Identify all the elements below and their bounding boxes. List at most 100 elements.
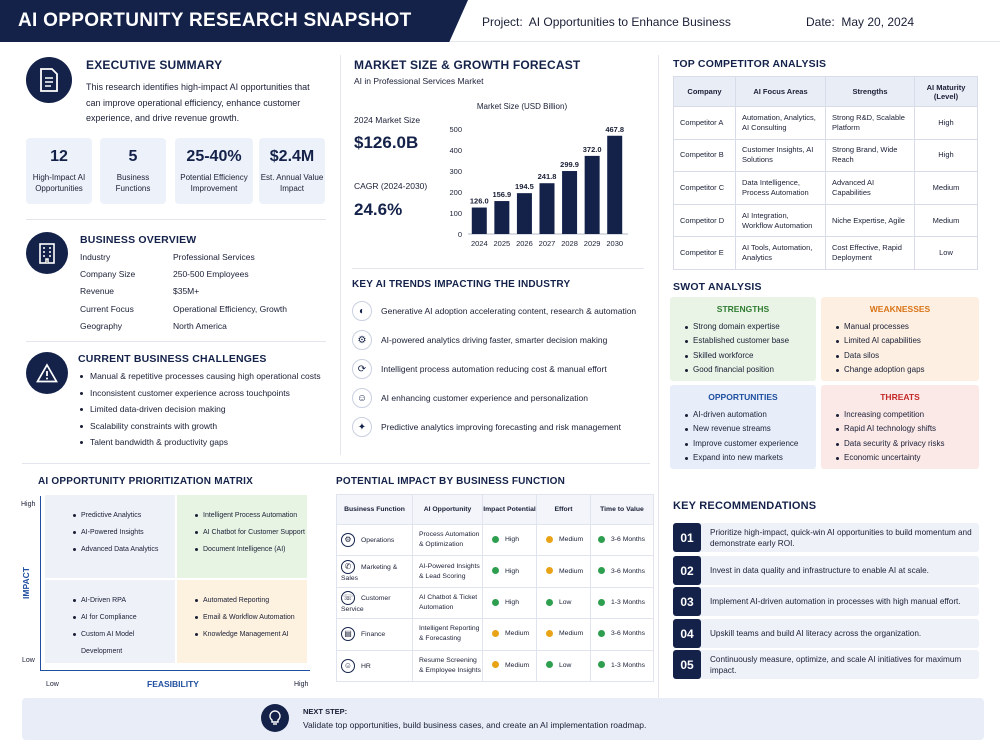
column-header: Strengths (825, 76, 915, 107)
table-row: Competitor B Customer Insights, AI Soluti… (673, 138, 978, 173)
overview-row: Industry Professional Services (80, 252, 330, 269)
automation-icon: ⟳ (352, 359, 372, 379)
function-name: HR (361, 662, 371, 670)
effort-level: Medium (559, 630, 584, 638)
swot-item: New revenue streams (685, 422, 816, 436)
matrix-x-low: Low (46, 681, 59, 688)
impact-title: POTENTIAL IMPACT BY BUSINESS FUNCTION (336, 476, 566, 487)
overview-row: Revenue $35M+ (80, 286, 330, 303)
time-to-value: 3-6 Months (611, 630, 646, 638)
impact-level: Medium (505, 630, 530, 638)
rec-text: Continuously measure, optimize, and scal… (710, 654, 962, 675)
kpi-card: 12 High-Impact AI Opportunities (26, 138, 92, 204)
x-tick-label: 2029 (584, 239, 601, 248)
divider (26, 341, 326, 342)
market-bar-chart: Market Size (USD Billion) 0 100 200 300 400 5… (449, 102, 628, 248)
status-dot (492, 598, 499, 606)
column-divider (340, 55, 341, 455)
document-icon (26, 57, 72, 103)
kpi-label: High-Impact AI Opportunities (32, 173, 86, 193)
kpi-label: Potential Efficiency Improvement (180, 173, 248, 193)
table-cell: Competitor A (673, 106, 736, 140)
recommendation-item: 03 Implement AI-driven automation in proc… (673, 587, 979, 616)
kpi-value: $2.4M (269, 148, 315, 165)
matrix-item: AI-Driven RPA (73, 592, 175, 609)
challenges-list: Manual & repetitive processes causing hi… (80, 368, 321, 451)
trend-text: AI-powered analytics driving faster, sma… (381, 335, 608, 345)
divider (352, 268, 644, 269)
status-dot (598, 535, 605, 543)
date-info: Date: May 20, 2024 (806, 15, 914, 29)
swot-item: Limited AI capabilities (836, 334, 979, 348)
x-tick-label: 2027 (539, 239, 556, 248)
table-row: ✆ Marketing & Sales AI-Powered Insights & … (336, 555, 654, 588)
trend-item: ◐ Generative AI adoption accelerating con… (352, 300, 642, 322)
overview-row: Geography North America (80, 321, 330, 338)
swot-weaknesses: WEAKNESSES Manual processes Limited AI ca… (821, 297, 979, 381)
table-cell: Niche Expertise, Agile (825, 203, 915, 238)
ai-opportunity: Process Automation & Optimization (419, 531, 480, 549)
time-to-value: 1-3 Months (611, 661, 646, 669)
table-cell: Competitor C (673, 171, 736, 205)
rec-number: 01 (673, 523, 701, 552)
data-label: 241.8 (538, 172, 557, 181)
data-label: 467.8 (605, 125, 624, 134)
status-dot (492, 630, 499, 638)
y-tick-label: 500 (449, 125, 462, 134)
overview-value: North America (173, 320, 227, 331)
chart-title: Market Size (USD Billion) (477, 102, 568, 111)
x-tick-label: 2024 (471, 239, 488, 248)
status-dot (546, 630, 553, 638)
gear-icon: ⚙ (341, 533, 355, 548)
swot-item: Increasing competition (836, 408, 979, 422)
y-tick-label: 400 (449, 146, 462, 155)
matrix-y-low: Low (22, 657, 35, 664)
swot-threats: THREATS Increasing competition Rapid AI t… (821, 385, 979, 469)
market-subtitle: AI in Professional Services Market (354, 76, 484, 86)
competitor-title: TOP COMPETITOR ANALYSIS (673, 58, 827, 70)
effort-level: Medium (559, 536, 584, 544)
bar (471, 207, 487, 234)
ai-opportunity: AI-Powered Insights & Lead Scoring (419, 562, 480, 580)
recommendation-item: 05 Continuously measure, optimize, and sc… (673, 650, 979, 679)
rec-number: 04 (673, 619, 701, 648)
rec-text: Implement AI-driven automation in proces… (710, 597, 961, 606)
date-value: May 20, 2024 (841, 15, 915, 29)
divider (26, 219, 326, 220)
swot-heading: WEAKNESSES (869, 304, 931, 314)
table-row: ⚙ Operations Process Automation & Optimiza… (336, 523, 654, 557)
matrix-title: AI OPPORTUNITY PRIORITIZATION MATRIX (38, 476, 253, 487)
trend-text: Generative AI adoption accelerating cont… (381, 306, 637, 316)
column-header: AI Opportunity (412, 494, 483, 525)
swot-heading: OPPORTUNITIES (708, 392, 778, 402)
kpi-card: 5 Business Functions (100, 138, 166, 204)
time-to-value: 1-3 Months (611, 598, 646, 606)
kpi-label: Business Functions (115, 173, 151, 193)
table-cell: Medium (914, 171, 978, 205)
column-header: Business Function (336, 494, 413, 525)
x-tick-label: 2026 (516, 239, 533, 248)
matrix-item: Intelligent Process Automation (195, 507, 307, 524)
status-dot (598, 598, 605, 606)
status-dot (546, 661, 553, 669)
overview-title: BUSINESS OVERVIEW (80, 234, 197, 246)
matrix-x-high: High (294, 681, 309, 688)
header-bar: AI OPPORTUNITY RESEARCH SNAPSHOT Project… (0, 0, 1000, 42)
divider (22, 463, 650, 464)
challenge-item: Inconsistent customer experience across … (80, 385, 321, 402)
overview-key: Current Focus (80, 303, 134, 314)
matrix-y-high: High (21, 501, 36, 508)
date-label: Date: (806, 15, 835, 29)
status-dot (492, 661, 499, 669)
y-tick-label: 0 (458, 230, 462, 239)
swot-item: AI-driven automation (685, 408, 816, 422)
table-cell: Low (914, 236, 978, 270)
overview-key: Company Size (80, 269, 136, 280)
data-label: 156.9 (492, 190, 511, 199)
impact-level: High (505, 567, 519, 575)
challenge-item: Manual & repetitive processes causing hi… (80, 368, 321, 385)
column-header: AI Focus Areas (735, 76, 826, 107)
swot-title: SWOT ANALYSIS (673, 281, 762, 293)
bar (494, 201, 510, 234)
page-title: AI OPPORTUNITY RESEARCH SNAPSHOT (18, 10, 412, 31)
